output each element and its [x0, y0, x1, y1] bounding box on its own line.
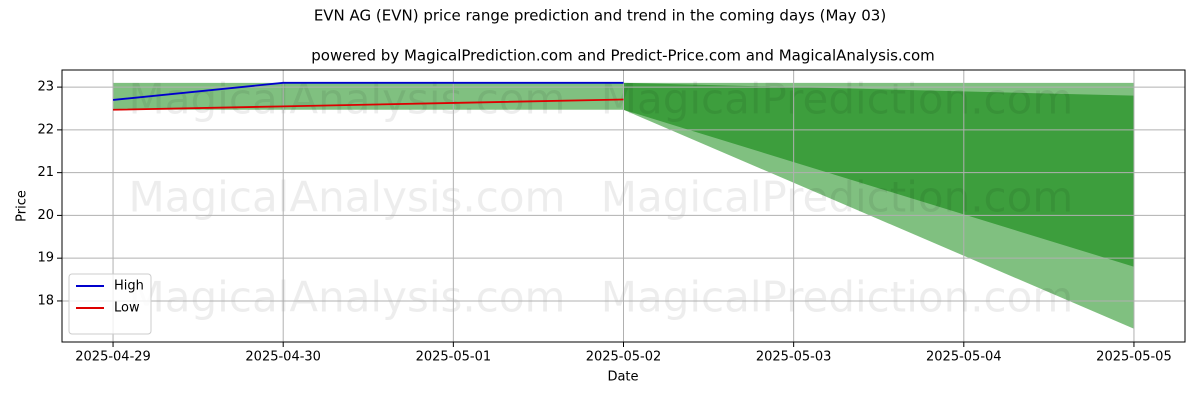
x-tick-label: 2025-04-29 — [75, 350, 151, 365]
watermark: MagicalAnalysis.com — [129, 75, 566, 124]
chart-title: EVN AG (EVN) price range prediction and … — [314, 7, 886, 25]
x-tick-label: 2025-05-01 — [416, 350, 492, 365]
watermark: MagicalPrediction.com — [601, 75, 1074, 124]
x-tick-label: 2025-05-04 — [926, 350, 1002, 365]
plot-frame — [61, 69, 1186, 343]
y-tick-label: 22 — [37, 122, 54, 137]
y-tick-label: 21 — [37, 165, 54, 180]
legend-label: Low — [114, 301, 140, 316]
watermark: MagicalPrediction.com — [601, 173, 1074, 222]
y-axis-label: Price — [15, 190, 30, 222]
x-tick-label: 2025-05-05 — [1096, 350, 1172, 365]
range-band — [623, 82, 1134, 267]
y-tick-label: 18 — [37, 293, 54, 308]
watermark: MagicalAnalysis.com — [129, 273, 566, 322]
y-tick-label: 23 — [37, 80, 54, 95]
series-line — [112, 81, 624, 101]
x-tick-label: 2025-05-02 — [586, 350, 662, 365]
legend-label: High — [114, 279, 144, 294]
legend: High Low — [68, 273, 152, 335]
series-line — [113, 98, 624, 111]
range-band — [113, 82, 624, 110]
legend-box — [68, 273, 152, 335]
y-tick-label: 20 — [37, 208, 54, 223]
watermark: MagicalPrediction.com — [601, 273, 1074, 322]
watermark: MagicalAnalysis.com — [129, 173, 566, 222]
chart-subtitle: powered by MagicalPrediction.com and Pre… — [311, 47, 935, 65]
x-tick-label: 2025-05-03 — [756, 350, 832, 365]
y-tick-label: 19 — [37, 251, 54, 266]
x-axis-label: Date — [607, 370, 638, 385]
x-tick-label: 2025-04-30 — [245, 350, 321, 365]
